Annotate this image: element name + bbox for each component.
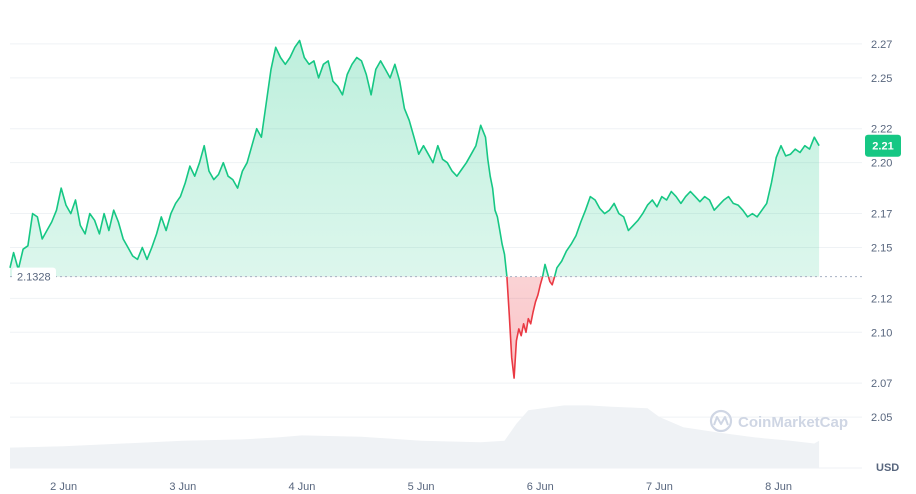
y-tick-label: 2.10 [871, 327, 892, 339]
volume-bars [10, 405, 820, 468]
currency-label: USD [876, 462, 899, 474]
y-tick-label: 2.17 [871, 209, 892, 221]
axes: 2.27 2.25 2.22 2.20 2.17 2.15 2.12 2.10 2.07 2.05… [10, 39, 901, 493]
x-tick-label: 8 Jun [765, 481, 792, 493]
baseline-label-bg [12, 267, 56, 286]
price-line-up [9, 39, 820, 277]
x-tick-label: 6 Jun [527, 481, 554, 493]
x-tick-label: 3 Jun [169, 481, 196, 493]
y-tick-label: 2.15 [871, 242, 892, 254]
y-tick-label: 2.27 [871, 39, 892, 51]
price-area [9, 39, 820, 379]
y-tick-label: 2.22 [871, 124, 892, 136]
x-tick-label: 7 Jun [646, 481, 673, 493]
x-tick-label: 4 Jun [288, 481, 315, 493]
x-tick-label: 2 Jun [50, 481, 77, 493]
up-fill [10, 40, 820, 277]
watermark-text: CoinMarketCap [738, 414, 848, 431]
baseline: 2.1328 [10, 267, 862, 286]
y-tick-label: 2.07 [871, 378, 892, 390]
y-tick-label: 2.12 [871, 293, 892, 305]
current-price-label: 2.21 [872, 141, 893, 153]
y-tick-label: 2.05 [871, 412, 892, 424]
baseline-label: 2.1328 [17, 272, 51, 284]
volume-area [10, 405, 820, 468]
up-segment [9, 39, 820, 277]
watermark: CoinMarketCap [709, 409, 848, 433]
y-tick-label: 2.25 [871, 73, 892, 85]
y-tick-label: 2.20 [871, 158, 892, 170]
current-price-badge [865, 134, 901, 157]
coinmarketcap-logo-icon [709, 409, 733, 433]
x-tick-label: 5 Jun [408, 481, 435, 493]
